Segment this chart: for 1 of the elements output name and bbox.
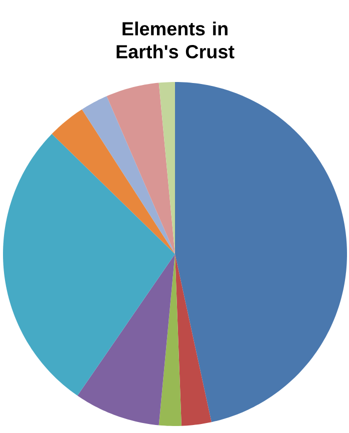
chart-title: Elements in Earth's Crust	[116, 22, 234, 58]
